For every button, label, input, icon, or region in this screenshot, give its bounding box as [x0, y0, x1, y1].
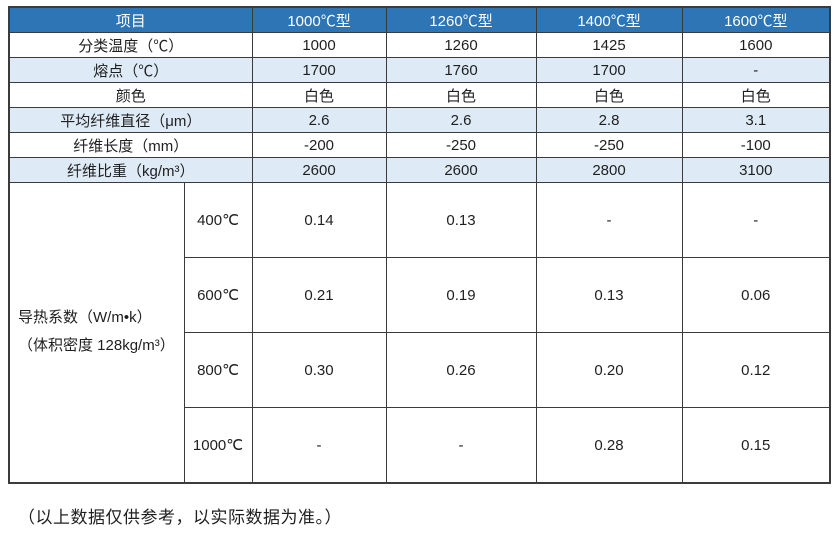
cell-value: 0.19 [385, 257, 537, 333]
cell-value: - [681, 182, 831, 258]
cell-value: 1700 [535, 57, 683, 83]
thermal-section-label: 导热系数（W/m•k） （体积密度 128kg/m³） [8, 182, 185, 484]
cell-value: 1425 [535, 32, 683, 58]
cell-value: 3.1 [681, 107, 831, 133]
cell-value: - [385, 407, 537, 484]
cell-value: 1260 [385, 32, 537, 58]
table-row: 颜色 白色 白色 白色 白色 [8, 82, 831, 108]
table-row: 800℃ 0.30 0.26 0.20 0.12 [9, 332, 831, 408]
row-label: 平均纤维直径（μm） [8, 107, 253, 133]
table-row: 纤维比重（kg/m³） 2600 2600 2800 3100 [8, 157, 831, 183]
cell-value: 2600 [251, 157, 387, 183]
cell-value: -100 [681, 132, 831, 158]
spec-table: 项目 1000℃型 1260℃型 1400℃型 1600℃型 分类温度（℃） 10… [8, 6, 832, 484]
table-row: 分类温度（℃） 1000 1260 1425 1600 [8, 32, 831, 58]
cell-value: 1000 [251, 32, 387, 58]
thermal-label-line1: 导热系数（W/m•k） [18, 309, 152, 327]
cell-value: 3100 [681, 157, 831, 183]
cell-value: 0.28 [535, 407, 683, 484]
cell-value: 白色 [385, 82, 537, 108]
table-row: 纤维长度（mm） -200 -250 -250 -100 [8, 132, 831, 158]
thermal-temp-label: 600℃ [183, 257, 253, 333]
cell-value: 2600 [385, 157, 537, 183]
cell-value: - [535, 182, 683, 258]
cell-value: 1760 [385, 57, 537, 83]
header-type-1260: 1260℃型 [385, 6, 537, 33]
cell-value: - [251, 407, 387, 484]
cell-value: 2.8 [535, 107, 683, 133]
cell-value: 0.14 [251, 182, 387, 258]
header-item: 项目 [8, 6, 253, 33]
cell-value: 2.6 [251, 107, 387, 133]
table-row: 熔点（℃） 1700 1760 1700- [8, 57, 831, 83]
header-row: 项目 1000℃型 1260℃型 1400℃型 1600℃型 [8, 6, 831, 33]
table-row: 600℃ 0.21 0.19 0.13 0.06 [9, 257, 831, 333]
row-label: 纤维长度（mm） [8, 132, 253, 158]
cell-value: 0.20 [535, 332, 683, 408]
cell-value: 1700 [251, 57, 387, 83]
cell-value: 1600 [681, 32, 831, 58]
cell-value: -200 [251, 132, 387, 158]
row-label: 分类温度（℃） [8, 32, 253, 58]
table-row: 1000℃ - -0.28 0.15 [9, 407, 831, 484]
cell-value: 0.13 [535, 257, 683, 333]
thermal-label-line2: （体积密度 128kg/m³） [18, 337, 175, 354]
cell-value: -250 [385, 132, 537, 158]
cell-value: - [681, 57, 831, 83]
table-row: 平均纤维直径（μm） 2.6 2.6 2.8 3.1 [8, 107, 831, 133]
cell-value: 0.15 [681, 407, 831, 484]
cell-value: 2.6 [385, 107, 537, 133]
cell-value: 白色 [681, 82, 831, 108]
row-label: 颜色 [8, 82, 253, 108]
cell-value: 2800 [535, 157, 683, 183]
header-type-1000: 1000℃型 [251, 6, 387, 33]
cell-value: 0.12 [681, 332, 831, 408]
header-type-1600: 1600℃型 [681, 6, 831, 33]
thermal-temp-label: 800℃ [183, 332, 253, 408]
header-type-1400: 1400℃型 [535, 6, 683, 33]
cell-value: 白色 [251, 82, 387, 108]
thermal-temp-label: 400℃ [183, 182, 253, 258]
cell-value: 0.30 [251, 332, 387, 408]
thermal-temp-label: 1000℃ [183, 407, 253, 484]
cell-value: 0.13 [385, 182, 537, 258]
cell-value: -250 [535, 132, 683, 158]
table-row: 导热系数（W/m•k） （体积密度 128kg/m³） 400℃ 0.14 0.13- - [8, 182, 831, 484]
row-label: 熔点（℃） [8, 57, 253, 83]
cell-value: 0.06 [681, 257, 831, 333]
table-body: 分类温度（℃） 1000 1260 1425 1600 熔点（℃） 1700 1760 1700… [8, 32, 831, 484]
cell-value: 0.21 [251, 257, 387, 333]
cell-value: 0.26 [385, 332, 537, 408]
row-label: 纤维比重（kg/m³） [8, 157, 253, 183]
footer-note: （以上数据仅供参考，以实际数据为准。） [18, 508, 342, 527]
cell-value: 白色 [535, 82, 683, 108]
